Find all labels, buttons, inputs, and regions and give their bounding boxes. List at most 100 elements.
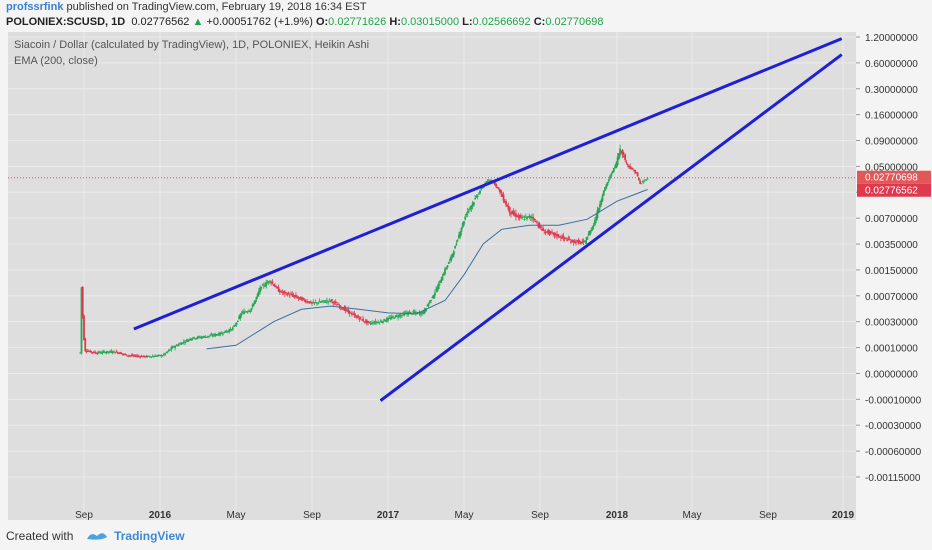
candle: [332, 301, 335, 304]
candle: [572, 240, 575, 243]
candle: [323, 300, 326, 302]
candle: [226, 330, 229, 332]
candle: [334, 301, 337, 303]
candle: [240, 313, 243, 316]
candle: [575, 242, 577, 244]
candle: [239, 314, 242, 319]
candle: [586, 236, 589, 240]
time-axis[interactable]: Sep 2016 May Sep 2017 May Sep 2018 May Sep 2019: [75, 510, 854, 521]
candle: [267, 281, 270, 283]
trendline[interactable]: [379, 53, 843, 402]
candle: [199, 337, 202, 339]
candle: [487, 180, 490, 182]
candle: [451, 253, 454, 257]
candle: [248, 310, 250, 312]
candle: [431, 297, 434, 299]
candle: [288, 295, 291, 297]
candle: [360, 319, 363, 321]
price-label: 0.02776562: [865, 186, 918, 197]
candle: [286, 294, 289, 296]
candle: [120, 352, 123, 355]
candle: [298, 297, 301, 299]
candle: [154, 355, 156, 357]
candle: [642, 181, 645, 183]
candle: [465, 213, 468, 216]
candle: [644, 179, 647, 181]
candle: [359, 316, 362, 319]
candle: [418, 312, 421, 315]
candle: [343, 307, 346, 311]
candle: [134, 355, 136, 357]
chart-title: Siacoin / Dollar (calculated by TradingV…: [14, 39, 369, 51]
candle: [578, 240, 581, 242]
candle: [362, 318, 364, 322]
candle: [464, 216, 467, 220]
open-value: 0.02771626: [328, 16, 387, 28]
y-tick-label: 0.05000000: [865, 162, 918, 173]
y-tick-label: -0.00010000: [865, 395, 922, 406]
candle: [468, 209, 470, 211]
tradingview-brand[interactable]: TradingView: [114, 529, 185, 543]
x-tick-label: May: [227, 510, 246, 521]
x-tick-label: Sep: [759, 510, 777, 521]
candle: [104, 352, 107, 354]
x-tick-label: May: [683, 510, 702, 521]
candle: [517, 215, 520, 217]
candle: [576, 240, 579, 242]
candle: [231, 327, 234, 330]
candle: [152, 356, 155, 358]
candle: [518, 215, 521, 218]
candle: [255, 297, 258, 300]
candle: [458, 234, 460, 239]
candle: [382, 321, 384, 323]
x-tick-label: May: [455, 510, 474, 521]
candle: [385, 318, 388, 322]
candle: [339, 305, 342, 308]
candle: [271, 281, 274, 284]
candle: [191, 338, 194, 340]
candle: [425, 308, 427, 312]
candle: [592, 225, 595, 227]
candle: [172, 346, 175, 348]
candle: [510, 212, 512, 215]
author-link[interactable]: profssrfink: [6, 1, 64, 13]
plot-area[interactable]: [8, 32, 856, 520]
candle: [539, 226, 542, 228]
price-axis[interactable]: 1.20000000 0.60000000 0.30000000 0.16000000…: [856, 33, 922, 484]
candle: [190, 338, 193, 341]
candle: [292, 295, 295, 297]
ema-legend: EMA (200, close): [14, 55, 98, 67]
candle: [585, 240, 587, 244]
y-tick-label: 0.00000000: [865, 369, 918, 380]
trendline[interactable]: [133, 37, 843, 331]
candle: [397, 316, 400, 318]
candle: [276, 287, 279, 289]
candle: [297, 297, 300, 299]
candle: [600, 200, 603, 205]
candle: [442, 273, 445, 276]
y-tick-label: 0.00700000: [865, 214, 918, 225]
candle: [341, 308, 343, 310]
candle: [498, 189, 501, 192]
candle: [627, 165, 630, 167]
candle: [160, 355, 163, 357]
candle: [169, 349, 171, 351]
candle: [629, 166, 632, 169]
candle: [571, 239, 574, 243]
candle: [435, 288, 438, 291]
candle: [624, 154, 627, 161]
candle: [218, 332, 220, 336]
candle: [124, 353, 127, 355]
candle: [561, 237, 563, 239]
candle: [99, 351, 102, 353]
candle: [262, 284, 265, 286]
candle: [553, 232, 556, 236]
candle: [109, 351, 112, 353]
close-value: 0.02770698: [545, 16, 604, 28]
trendlines-group[interactable]: [133, 37, 843, 402]
candle: [513, 214, 516, 216]
candle: [137, 356, 140, 358]
candle: [80, 287, 83, 353]
x-tick-label: 2019: [832, 510, 855, 521]
